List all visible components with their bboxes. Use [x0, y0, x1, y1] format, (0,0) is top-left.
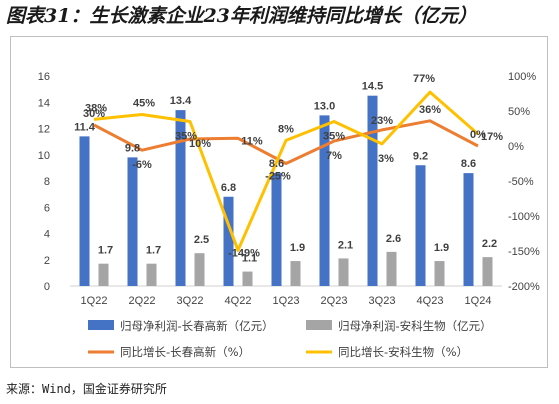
line-data-label: 45%: [133, 98, 155, 110]
y-left-tick-label: 10: [38, 150, 50, 162]
bar-mark: [338, 258, 349, 286]
y-right-tick-label: 50%: [508, 106, 530, 118]
line-data-label: 38%: [85, 102, 107, 114]
line-data-label: 10%: [189, 138, 211, 150]
y-right-tick-label: -100%: [508, 211, 540, 223]
y-right-tick-label: -50%: [508, 176, 534, 188]
legend-label: 归母净利润-长春高新（亿元）: [120, 319, 274, 333]
line-data-label: 35%: [175, 131, 197, 143]
line-series-2: [93, 90, 479, 252]
source-note: 来源：Wind，国金证券研究所: [6, 382, 167, 396]
bar-mark: [463, 173, 474, 286]
bar-mark: [175, 110, 186, 286]
line-data-label: 8%: [278, 123, 294, 135]
y-right-tick-label: 0%: [508, 141, 524, 153]
bar-mark: [415, 165, 426, 286]
line-series-1: [93, 119, 479, 165]
bar-mark: [194, 253, 205, 286]
bar-data-label: 9.2: [413, 150, 428, 162]
bar-data-label: 2.5: [194, 234, 209, 246]
bar-data-label: 14.5: [362, 81, 383, 93]
line-data-label: -25%: [265, 171, 291, 183]
line-data-label: 30%: [83, 108, 105, 120]
y-left-tick-label: 4: [44, 229, 50, 241]
y-left-tick-label: 16: [38, 71, 50, 83]
y-left-tick-label: 12: [38, 124, 50, 136]
bar-data-label: 1.7: [146, 245, 161, 257]
chart-frame: [10, 36, 548, 368]
bar-mark: [482, 257, 493, 286]
legend-swatch: [88, 320, 114, 330]
line-data-label: 3%: [378, 153, 394, 165]
line-data-label: 77%: [413, 73, 435, 85]
bar-data-label: 13.0: [314, 100, 335, 112]
bar-mark: [319, 115, 330, 286]
line-data-label: -149%: [228, 247, 260, 259]
chart-title: 图表31：生长激素企业23年利润维持同比增长（亿元）: [6, 5, 477, 27]
bar-mark: [146, 263, 157, 286]
x-tick-label: 4Q22: [225, 295, 252, 307]
bar-mark: [290, 261, 301, 286]
bar-data-label: 1.9: [290, 242, 305, 254]
line-data-label: -6%: [132, 159, 152, 171]
bar-data-label: 11.4: [74, 121, 96, 133]
y-right-tick-label: 100%: [508, 71, 536, 83]
bar-data-label: 1.7: [98, 245, 113, 257]
line-data-label: 17%: [481, 131, 503, 143]
line-data-label: 7%: [326, 150, 342, 162]
bar-data-label: 2.6: [386, 233, 401, 245]
legend-label: 归母净利润-安科生物（亿元）: [338, 319, 492, 333]
legend-swatch: [306, 320, 332, 330]
bar-mark: [367, 95, 378, 286]
y-left-tick-label: 2: [44, 255, 50, 267]
bar-data-label: 2.2: [482, 238, 497, 250]
x-tick-label: 2Q23: [321, 295, 348, 307]
bar-mark: [271, 173, 282, 286]
bar-mark: [434, 261, 445, 286]
bar-mark: [98, 263, 109, 286]
x-tick-label: 2Q22: [129, 295, 156, 307]
bar-data-label: 1.1: [242, 253, 257, 265]
x-tick-label: 1Q23: [273, 295, 300, 307]
bar-data-label: 9.8: [125, 142, 140, 154]
y-left-tick-label: 14: [38, 97, 50, 109]
bar-mark: [242, 271, 253, 286]
bar-data-label: 2.1: [338, 239, 353, 251]
line-data-label: 0%: [470, 129, 486, 141]
line-data-label: 23%: [371, 115, 393, 127]
x-tick-label: 3Q23: [369, 295, 396, 307]
bar-data-label: 8.6: [461, 158, 476, 170]
y-left-tick-label: 6: [44, 202, 50, 214]
x-tick-label: 4Q23: [417, 295, 444, 307]
bar-mark: [386, 251, 397, 286]
bar-data-label: 8.6: [269, 158, 284, 170]
bar-data-label: 13.4: [170, 95, 192, 107]
bar-data-label: 1.9: [434, 242, 449, 254]
line-data-label: 36%: [419, 104, 441, 116]
legend-label: 同比增长-安科生物（%）: [338, 345, 468, 359]
y-right-tick-label: -150%: [508, 246, 540, 258]
y-left-tick-label: 0: [44, 281, 50, 293]
line-data-label: 11%: [241, 135, 263, 147]
line-data-label: 35%: [323, 131, 345, 143]
y-left-tick-label: 8: [44, 176, 50, 188]
x-tick-label: 3Q22: [177, 295, 204, 307]
bar-mark: [127, 157, 138, 286]
bar-data-label: 6.8: [221, 182, 236, 194]
legend-label: 同比增长-长春高新（%）: [120, 345, 250, 359]
bar-mark: [223, 196, 234, 286]
x-tick-label: 1Q22: [81, 295, 108, 307]
x-tick-label: 1Q24: [465, 295, 492, 307]
bar-mark: [79, 136, 90, 286]
y-right-tick-label: -200%: [508, 281, 540, 293]
